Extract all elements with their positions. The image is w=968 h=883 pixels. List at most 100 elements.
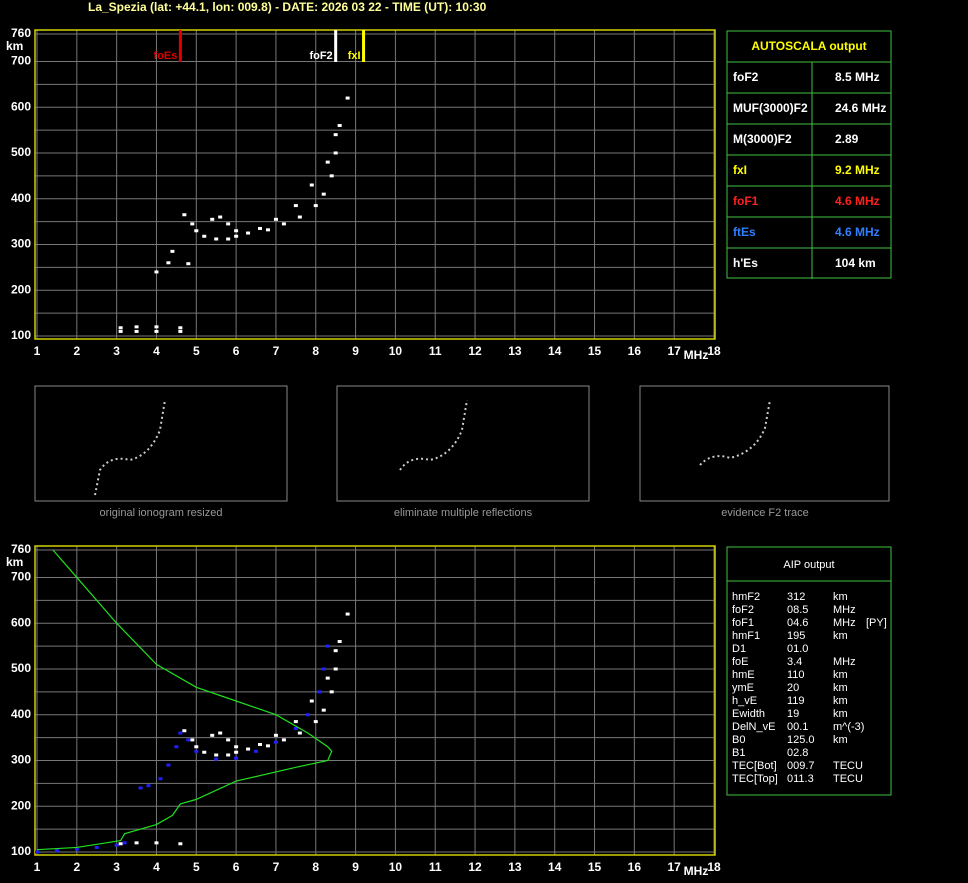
plot-frame <box>34 545 716 856</box>
aip-cell: km <box>833 734 848 746</box>
echo-point <box>309 699 314 703</box>
echo-point <box>317 690 322 694</box>
autoscala-label: foF1 <box>733 194 759 208</box>
aip-cell: ymE <box>732 682 754 694</box>
echo-point <box>321 667 326 671</box>
aip-cell: 3.4 <box>787 656 802 668</box>
aip-cell: hmF2 <box>732 591 760 603</box>
echo-point <box>118 329 123 333</box>
echo-point <box>329 690 334 694</box>
echo-point <box>94 845 99 849</box>
aip-cell: 02.8 <box>787 747 808 759</box>
y-tick-label: 700 <box>11 54 31 68</box>
echo-point <box>210 733 215 737</box>
aip-cell: MHz <box>833 656 856 668</box>
title: La_Spezia (lat: +44.1, lon: 009.8) - DAT… <box>88 0 487 14</box>
echo-point <box>194 749 199 753</box>
y-tick-label: 700 <box>11 570 31 584</box>
echo-point <box>118 842 123 846</box>
echo-point <box>226 738 231 742</box>
aip-cell: MHz <box>833 604 856 616</box>
aip-cell: 011.3 <box>787 773 814 785</box>
echo-point <box>194 229 199 233</box>
x-tick-label: 8 <box>312 344 319 358</box>
aip-cell: D1 <box>732 643 746 655</box>
aip-cell: 312 <box>787 591 805 603</box>
echo-point <box>158 777 163 781</box>
aip-frame <box>726 546 892 796</box>
echo-point <box>254 749 259 753</box>
echo-point <box>333 151 338 155</box>
echo-point <box>226 237 231 241</box>
echo-point <box>333 133 338 137</box>
echo-point <box>214 237 219 241</box>
aip-title: AIP output <box>783 559 834 571</box>
y-tick-label: 600 <box>11 615 31 629</box>
echo-point <box>234 234 239 238</box>
autoscala-value: 104 km <box>835 256 876 270</box>
plot-frame <box>34 29 716 340</box>
echo-point <box>138 786 143 790</box>
aip-cell: 195 <box>787 630 805 642</box>
echo-point <box>186 262 191 266</box>
x-axis-label: MHz <box>684 864 709 878</box>
thumbnail-frame <box>336 385 590 502</box>
thumbnail-caption: eliminate multiple reflections <box>394 507 533 519</box>
aip-cell: km <box>833 591 848 603</box>
echo-point <box>325 160 330 164</box>
echo-point <box>234 750 239 754</box>
echo-point <box>321 192 326 196</box>
echo-point <box>146 784 151 788</box>
x-tick-label: 17 <box>667 860 681 874</box>
x-tick-label: 14 <box>548 860 562 874</box>
y-tick-label: 600 <box>11 99 31 113</box>
aip-cell: km <box>833 669 848 681</box>
echo-point <box>182 213 187 217</box>
aip-cell: foF2 <box>732 604 754 616</box>
thumbnail-frame <box>639 385 890 502</box>
thumbnail-caption: original ionogram resized <box>100 507 223 519</box>
x-tick-label: 9 <box>352 344 359 358</box>
echo-point <box>226 753 231 757</box>
aip-cell: hmE <box>732 669 755 681</box>
echo-point <box>190 738 195 742</box>
x-tick-label: 18 <box>707 860 721 874</box>
echo-point <box>258 226 263 230</box>
x-axis-label: MHz <box>684 348 709 362</box>
echo-point <box>122 841 127 845</box>
autoscala-label: fxI <box>733 163 747 177</box>
echo-point <box>218 731 223 735</box>
autoscala-label: foF2 <box>733 70 759 84</box>
aip-cell: 009.7 <box>787 760 815 772</box>
echo-point <box>265 228 270 232</box>
x-tick-label: 16 <box>628 860 642 874</box>
aip-cell: Ewidth <box>732 708 765 720</box>
aip-cell: 01.0 <box>787 643 808 655</box>
marker-label: foEs <box>154 50 178 62</box>
echo-point <box>234 745 239 749</box>
aip-cell: 00.1 <box>787 721 808 733</box>
echo-point <box>293 726 298 730</box>
echo-point <box>170 249 175 253</box>
echo-point <box>281 222 286 226</box>
echo-point <box>293 204 298 208</box>
echo-point <box>246 747 251 751</box>
thumbnail-frame <box>34 385 288 502</box>
echo-point <box>134 329 139 333</box>
echo-point <box>226 222 231 226</box>
autoscala-value: 8.5 MHz <box>835 70 880 84</box>
echo-point <box>154 841 159 845</box>
echo-point <box>234 756 239 760</box>
echo-point <box>190 222 195 226</box>
echo-point <box>337 124 342 128</box>
autoscala-label: ftEs <box>733 225 756 239</box>
echo-point <box>265 744 270 748</box>
x-tick-label: 3 <box>113 344 120 358</box>
profile-line <box>36 549 333 851</box>
echo-point <box>178 326 183 330</box>
y-tick-label: 200 <box>11 282 31 296</box>
x-tick-label: 5 <box>193 344 200 358</box>
echo-point <box>214 757 219 761</box>
marker-label: foF2 <box>309 50 332 62</box>
echo-point <box>178 329 183 333</box>
